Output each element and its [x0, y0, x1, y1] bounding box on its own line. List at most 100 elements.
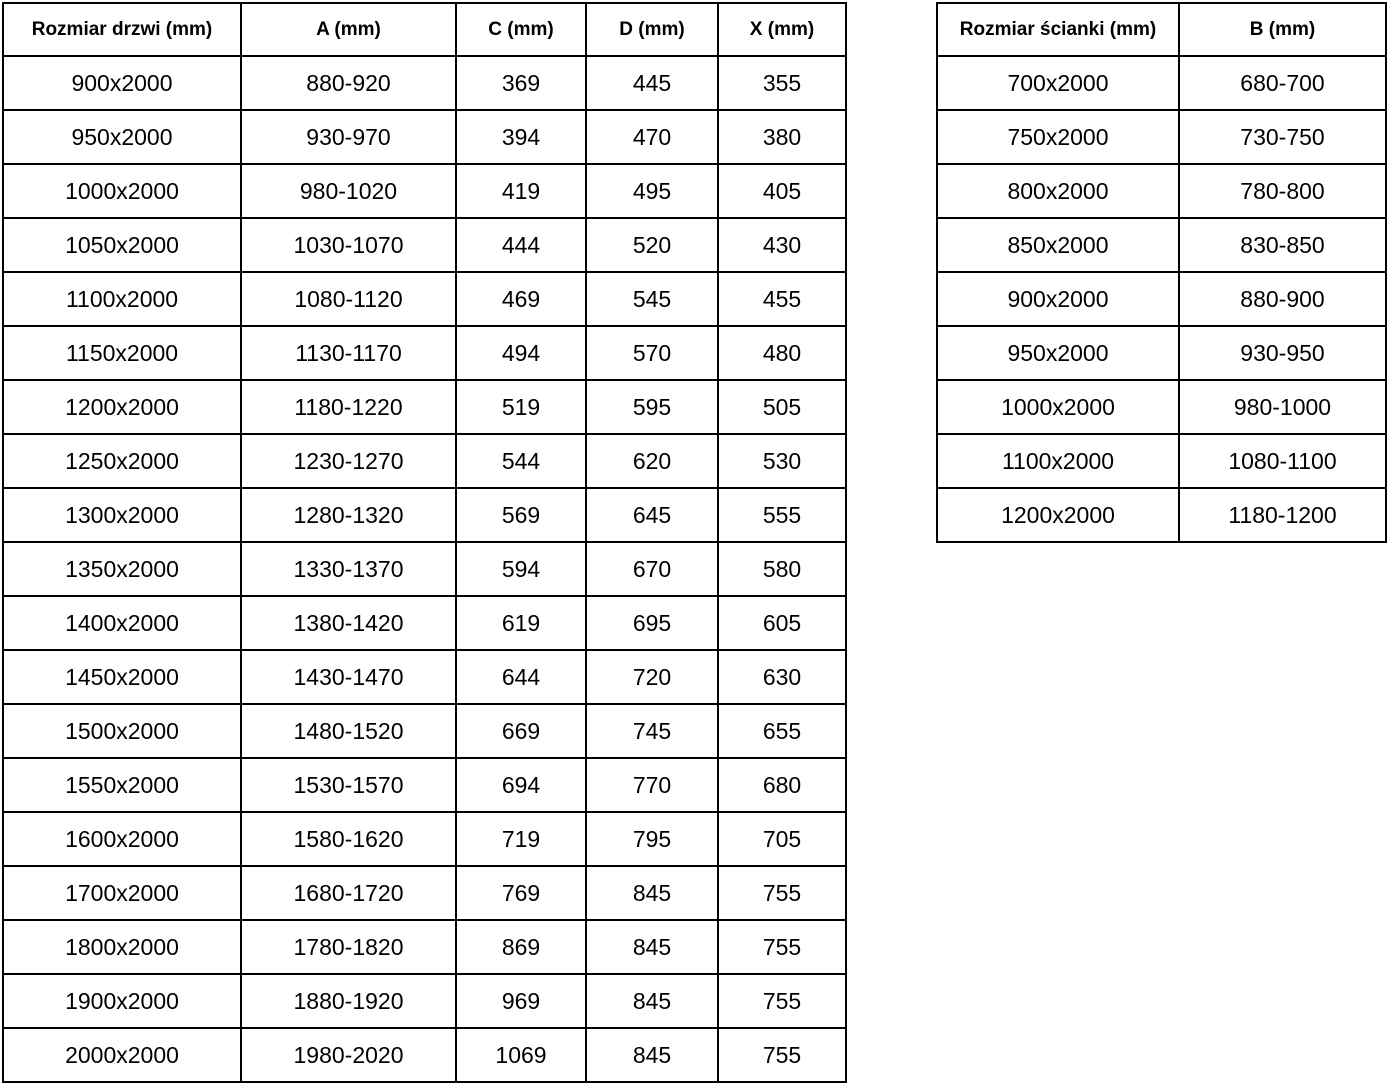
- doors_table-cell: 495: [585, 163, 719, 219]
- doors_table-cell: 969: [455, 973, 587, 1029]
- doors_table-cell: 770: [585, 757, 719, 813]
- doors_table-row: 1350x2000 1330-1370 594 670 580: [2, 541, 847, 597]
- doors_table-cell: 795: [585, 811, 719, 867]
- doors_table-cell: 1330-1370: [240, 541, 457, 597]
- doors_table-cell: 570: [585, 325, 719, 381]
- walls_table-cell: 1080-1100: [1178, 433, 1387, 489]
- doors_table-cell: 355: [717, 55, 847, 111]
- doors_table-cell: 694: [455, 757, 587, 813]
- doors_table-row: 1800x2000 1780-1820 869 845 755: [2, 919, 847, 975]
- doors_table-cell: 394: [455, 109, 587, 165]
- doors_table-cell: 1250x2000: [2, 433, 242, 489]
- doors_table-cell: 620: [585, 433, 719, 489]
- walls_table-cell: 1000x2000: [936, 379, 1180, 435]
- wall-panel-dimensions-table: Rozmiar ścianki (mm) B (mm) 700x2000 680-70…: [936, 2, 1387, 543]
- doors_table-cell: 380: [717, 109, 847, 165]
- walls_table-cell: 950x2000: [936, 325, 1180, 381]
- doors_table-row: 1300x2000 1280-1320 569 645 555: [2, 487, 847, 543]
- doors_table-cell: 405: [717, 163, 847, 219]
- doors_table-cell: 980-1020: [240, 163, 457, 219]
- doors_table-cell: 619: [455, 595, 587, 651]
- doors_table-row: 1600x2000 1580-1620 719 795 705: [2, 811, 847, 867]
- doors_table-cell: 755: [717, 1027, 847, 1083]
- doors_table-cell: 630: [717, 649, 847, 705]
- walls_table-cell: 800x2000: [936, 163, 1180, 219]
- walls_table-cell: 700x2000: [936, 55, 1180, 111]
- walls_table-row: 1000x2000 980-1000: [936, 379, 1387, 435]
- doors_table-cell: 845: [585, 973, 719, 1029]
- doors_table-cell: 1680-1720: [240, 865, 457, 921]
- doors_table-cell: 1900x2000: [2, 973, 242, 1029]
- doors_table-cell: 845: [585, 1027, 719, 1083]
- doors_table-row: 2000x2000 1980-2020 1069 845 755: [2, 1027, 847, 1083]
- doors_table-cell: 470: [585, 109, 719, 165]
- doors_table-cell: 755: [717, 973, 847, 1029]
- doors_table-header-cell: X (mm): [717, 2, 847, 57]
- walls_table-cell: 730-750: [1178, 109, 1387, 165]
- doors-dimensions-table: Rozmiar drzwi (mm) A (mm) C (mm) D (mm) X (m…: [2, 2, 847, 1083]
- doors_table-cell: 455: [717, 271, 847, 327]
- doors_table-header-cell: Rozmiar drzwi (mm): [2, 2, 242, 57]
- doors_table-row: 1450x2000 1430-1470 644 720 630: [2, 649, 847, 705]
- doors_table-row: 1400x2000 1380-1420 619 695 605: [2, 595, 847, 651]
- walls_table-cell: 1180-1200: [1178, 487, 1387, 543]
- walls_table-cell: 850x2000: [936, 217, 1180, 273]
- doors_table-cell: 869: [455, 919, 587, 975]
- walls_table-cell: 900x2000: [936, 271, 1180, 327]
- walls_table-row: 800x2000 780-800: [936, 163, 1387, 219]
- doors_table-cell: 1150x2000: [2, 325, 242, 381]
- doors_table-cell: 1480-1520: [240, 703, 457, 759]
- doors_table-cell: 845: [585, 865, 719, 921]
- walls_table-row: 750x2000 730-750: [936, 109, 1387, 165]
- doors_table-cell: 705: [717, 811, 847, 867]
- doors_table-cell: 670: [585, 541, 719, 597]
- doors_table-cell: 1780-1820: [240, 919, 457, 975]
- doors_table-cell: 545: [585, 271, 719, 327]
- doors_table-cell: 1300x2000: [2, 487, 242, 543]
- doors_table-cell: 569: [455, 487, 587, 543]
- walls_table-header-cell: B (mm): [1178, 2, 1387, 57]
- doors_table-cell: 1450x2000: [2, 649, 242, 705]
- doors_table-cell: 480: [717, 325, 847, 381]
- doors_table-cell: 369: [455, 55, 587, 111]
- doors_table-cell: 555: [717, 487, 847, 543]
- walls_table-cell: 1100x2000: [936, 433, 1180, 489]
- doors_table-cell: 720: [585, 649, 719, 705]
- doors_table-cell: 1100x2000: [2, 271, 242, 327]
- doors_table-cell: 469: [455, 271, 587, 327]
- doors_table-cell: 445: [585, 55, 719, 111]
- doors_table-header-cell: D (mm): [585, 2, 719, 57]
- walls_table-cell: 830-850: [1178, 217, 1387, 273]
- doors_table-cell: 1530-1570: [240, 757, 457, 813]
- doors_table-cell: 755: [717, 919, 847, 975]
- doors_table-cell: 1400x2000: [2, 595, 242, 651]
- walls_table-cell: 780-800: [1178, 163, 1387, 219]
- doors_table-cell: 444: [455, 217, 587, 273]
- doors_table-cell: 419: [455, 163, 587, 219]
- walls_table-header-row: Rozmiar ścianki (mm) B (mm): [936, 2, 1387, 57]
- doors_table-row: 1150x2000 1130-1170 494 570 480: [2, 325, 847, 381]
- doors_table-cell: 605: [717, 595, 847, 651]
- doors_table-cell: 595: [585, 379, 719, 435]
- doors_table-cell: 430: [717, 217, 847, 273]
- doors_table-cell: 1280-1320: [240, 487, 457, 543]
- doors_table-cell: 1700x2000: [2, 865, 242, 921]
- doors_table-cell: 1030-1070: [240, 217, 457, 273]
- doors_table-header-cell: A (mm): [240, 2, 457, 57]
- doors_table-cell: 930-970: [240, 109, 457, 165]
- doors_table-header-row: Rozmiar drzwi (mm) A (mm) C (mm) D (mm) X (m…: [2, 2, 847, 57]
- doors_table-cell: 1080-1120: [240, 271, 457, 327]
- doors_table-cell: 1880-1920: [240, 973, 457, 1029]
- doors_table-cell: 1980-2020: [240, 1027, 457, 1083]
- doors_table-cell: 769: [455, 865, 587, 921]
- doors_table-cell: 1200x2000: [2, 379, 242, 435]
- doors_table-cell: 1000x2000: [2, 163, 242, 219]
- doors_table-cell: 745: [585, 703, 719, 759]
- doors_table-cell: 2000x2000: [2, 1027, 242, 1083]
- doors_table-cell: 1800x2000: [2, 919, 242, 975]
- walls_table-cell: 680-700: [1178, 55, 1387, 111]
- doors_table-cell: 494: [455, 325, 587, 381]
- doors_table-cell: 1050x2000: [2, 217, 242, 273]
- doors_table-cell: 880-920: [240, 55, 457, 111]
